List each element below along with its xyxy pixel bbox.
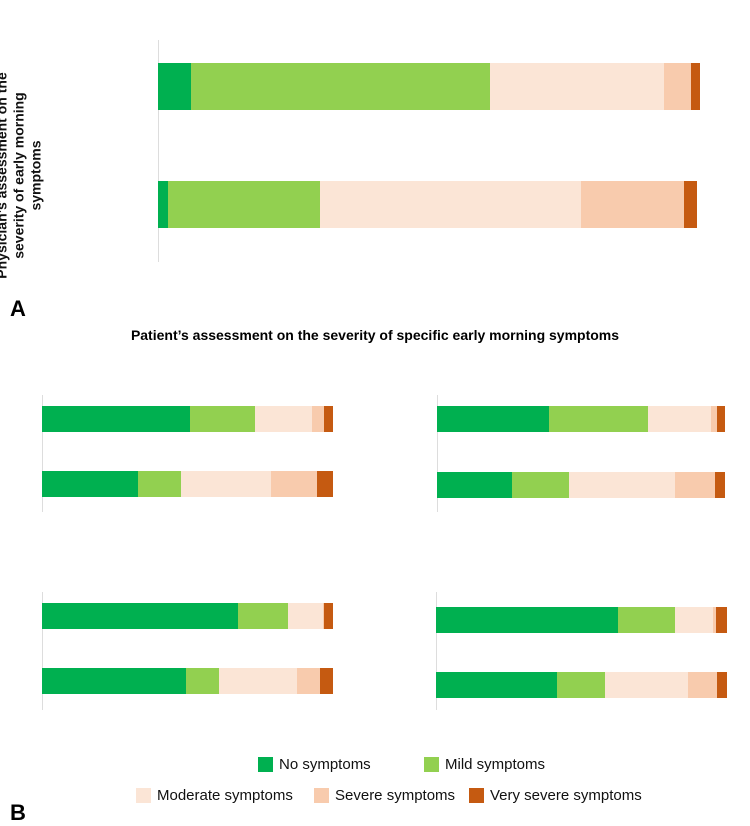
bar-segment-moderate [288, 603, 324, 629]
bar-segment-mild [190, 406, 256, 432]
bar-segment-moderate [648, 406, 711, 432]
bar-segment-mild [549, 406, 649, 432]
legend-item-moderate: Moderate symptoms [136, 787, 293, 804]
legend-swatch [424, 757, 439, 772]
legend-item-mild: Mild symptoms [424, 756, 545, 773]
bar-segment-severe [675, 472, 715, 498]
bar-segment-mild [557, 672, 606, 698]
y-axis-line [42, 395, 43, 512]
bar-segment-moderate [255, 406, 313, 432]
bar-segment-very_severe [691, 63, 700, 110]
panel-a-letter: A [10, 296, 26, 321]
legend-label: No symptoms [279, 756, 371, 773]
legend-swatch [258, 757, 273, 772]
bar-segment-severe [688, 672, 718, 698]
bar-segment-mild [511, 472, 570, 498]
bar-segment-severe [710, 406, 717, 432]
bar-segment-very_severe [319, 668, 333, 694]
bar-segment-no [42, 406, 191, 432]
panel-b-letter: B [10, 800, 26, 825]
legend-item-very-severe: Very severe symptoms [469, 787, 642, 804]
legend-swatch [314, 788, 329, 803]
bar-segment-very_severe [716, 406, 725, 432]
legend-swatch [136, 788, 151, 803]
bar-segment-mild [190, 63, 491, 110]
legend-label: Very severe symptoms [490, 787, 642, 804]
bar-segment-very_severe [323, 406, 333, 432]
bar-segment-mild [167, 181, 320, 228]
bar-segment-no [158, 63, 191, 110]
bar-segment-very_severe [324, 603, 333, 629]
legend-label: Severe symptoms [335, 787, 456, 804]
bar-segment-mild [238, 603, 289, 629]
bar-segment-no [158, 181, 168, 228]
legend-item-no: No symptoms [258, 756, 371, 773]
y-axis-line [158, 40, 159, 262]
bar-segment-no [437, 472, 512, 498]
bar-segment-no [42, 668, 187, 694]
bar-segment-moderate [218, 668, 297, 694]
bar-segment-moderate [319, 181, 582, 228]
bar-segment-severe [663, 63, 692, 110]
panel-b-title: Patient’s assessment on the severity of … [130, 327, 620, 343]
bar-segment-no [436, 672, 558, 698]
bar-segment-severe [323, 603, 325, 629]
bar-segment-no [42, 603, 239, 629]
y-axis-line [436, 592, 437, 710]
bar-segment-very_severe [717, 672, 727, 698]
bar-segment-severe [713, 607, 716, 633]
bar-segment-moderate [569, 472, 676, 498]
y-axis-line [42, 592, 43, 710]
bar-segment-severe [581, 181, 685, 228]
bar-segment-severe [312, 406, 324, 432]
bar-segment-mild [186, 668, 219, 694]
bar-segment-no [437, 406, 550, 432]
bar-segment-mild [617, 607, 675, 633]
bar-segment-moderate [490, 63, 664, 110]
bar-segment-very_severe [715, 607, 727, 633]
bar-segment-very_severe [317, 471, 333, 497]
legend-swatch [469, 788, 484, 803]
bar-segment-severe [271, 471, 318, 497]
bar-segment-no [42, 471, 139, 497]
bar-segment-no [436, 607, 618, 633]
bar-segment-very_severe [684, 181, 698, 228]
legend-item-severe: Severe symptoms [314, 787, 455, 804]
bar-segment-mild [138, 471, 182, 497]
legend-label: Mild symptoms [445, 756, 546, 773]
y-axis-line [437, 395, 438, 512]
bar-segment-very_severe [714, 472, 725, 498]
bar-segment-moderate [674, 607, 714, 633]
bar-segment-moderate [605, 672, 688, 698]
bar-segment-severe [296, 668, 320, 694]
bar-segment-moderate [181, 471, 272, 497]
legend-label: Moderate symptoms [157, 787, 293, 804]
panel-a-ylabel: Physician’s assessment on the severity o… [0, 72, 44, 279]
